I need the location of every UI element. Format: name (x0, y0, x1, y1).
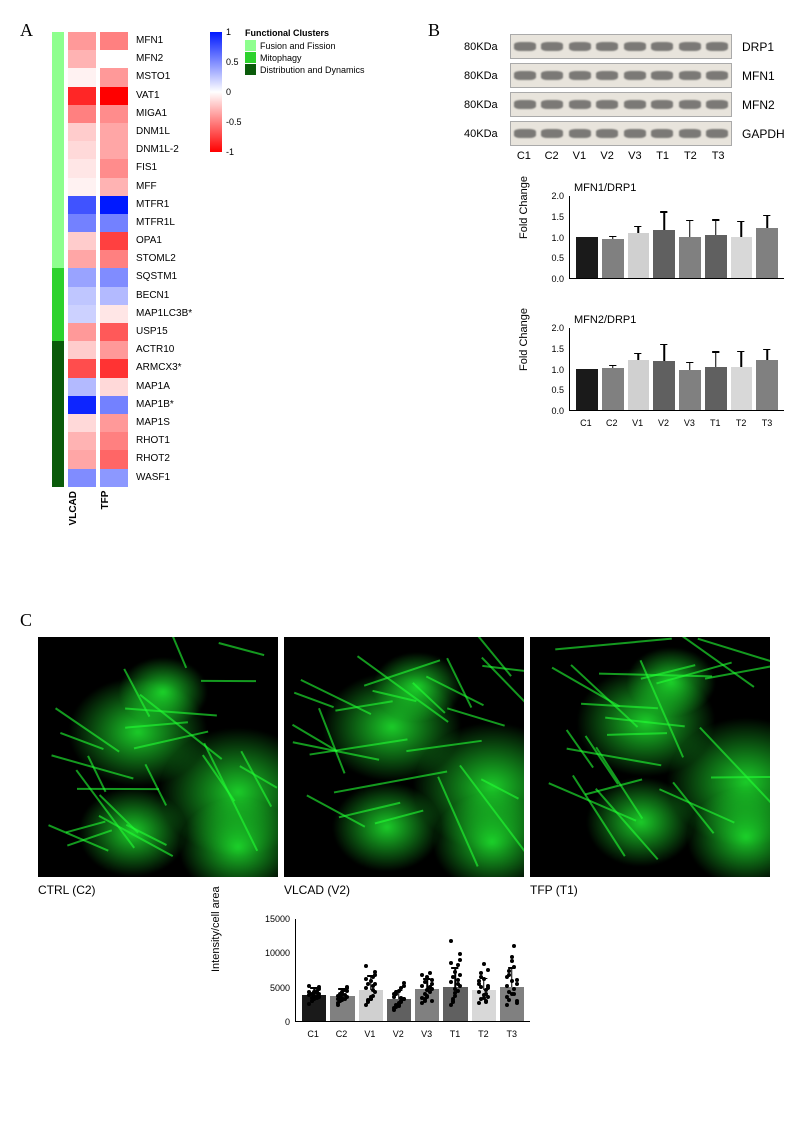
gene-label: MAP1S (136, 414, 192, 432)
blot-row: 80KDaMFN1 (464, 63, 789, 88)
gene-label: FIS1 (136, 159, 192, 177)
bar (731, 237, 753, 278)
bar (679, 237, 701, 278)
heatmap-col-label: TFP (100, 491, 132, 525)
heatmap-col-label: VLCAD (68, 491, 100, 525)
bar (731, 367, 753, 410)
gene-label: STOML2 (136, 250, 192, 268)
intensity-ylabel: Intensity/cell area (210, 886, 222, 972)
legend-item: Distribution and Dynamics (245, 64, 365, 75)
gene-label: BECN1 (136, 287, 192, 305)
cluster-legend-title: Functional Clusters (245, 28, 365, 38)
bar (653, 230, 675, 278)
bar (628, 233, 650, 278)
lane-label: T2 (677, 150, 705, 162)
bar (576, 237, 598, 278)
blot-row: 80KDaDRP1 (464, 34, 789, 59)
gene-label: DNM1L (136, 123, 192, 141)
microscopy-label: CTRL (C2) (38, 883, 278, 897)
gene-label: DNM1L-2 (136, 141, 192, 159)
blot-lane-labels: C1C2V1V2V3T1T2T3 (510, 150, 732, 162)
colorbar-tick: 0.5 (226, 57, 239, 67)
bar (705, 235, 727, 278)
lane-label: C2 (538, 150, 566, 162)
gene-label: MFN1 (136, 32, 192, 50)
microscopy-image (284, 637, 524, 877)
colorbar-tick: -0.5 (226, 117, 242, 127)
gene-label: MTFR1L (136, 214, 192, 232)
gene-label: ACTR10 (136, 341, 192, 359)
gene-label: MTFR1 (136, 196, 192, 214)
gene-label: MAP1B* (136, 396, 192, 414)
bar (576, 369, 598, 410)
bar (756, 228, 778, 278)
y-axis-label: Fold Change (518, 308, 530, 371)
chart-title: MFN1/DRP1 (574, 182, 636, 194)
bar-chart: MFN1/DRP1Fold Change0.00.51.01.52.0 (534, 184, 789, 294)
bar-chart: MFN2/DRP1Fold Change0.00.51.01.52.0C1C2V… (534, 316, 789, 426)
legend-item: Fusion and Fission (245, 40, 365, 51)
gene-label: VAT1 (136, 87, 192, 105)
colorbar-gradient (210, 32, 222, 152)
bar (705, 367, 727, 410)
gene-label: MFN2 (136, 50, 192, 68)
bar (602, 368, 624, 410)
gene-label: USP15 (136, 323, 192, 341)
colorbar-tick: 0 (226, 87, 231, 97)
gene-label: MAP1LC3B* (136, 305, 192, 323)
gene-label: SQSTM1 (136, 268, 192, 286)
gene-label: MSTO1 (136, 68, 192, 86)
bar (756, 360, 778, 410)
gene-label: OPA1 (136, 232, 192, 250)
microscopy-labels: CTRL (C2) VLCAD (V2) TFP (T1) (38, 883, 780, 897)
panel-a: A MFN1MFN2MSTO1VAT1MIGA1DNM1LDNM1L-2FIS1… (20, 20, 420, 41)
gene-label: MIGA1 (136, 105, 192, 123)
microscopy-image (38, 637, 278, 877)
lane-label: V2 (593, 150, 621, 162)
gene-label: RHOT2 (136, 450, 192, 468)
cluster-column (52, 32, 64, 487)
gene-label: RHOT1 (136, 432, 192, 450)
colorbar-tick: -1 (226, 147, 234, 157)
bar (653, 361, 675, 410)
panel-c-label: C (20, 610, 780, 631)
microscopy-label: TFP (T1) (530, 883, 770, 897)
gene-label: WASF1 (136, 469, 192, 487)
panel-c: C CTRL (C2) VLCAD (V2) TFP (T1) Intensity/… (20, 610, 780, 1037)
heatmap: MFN1MFN2MSTO1VAT1MIGA1DNM1LDNM1L-2FIS1MF… (52, 32, 192, 487)
lane-label: T1 (649, 150, 677, 162)
heatmap-colorbar: -1-0.500.51 (210, 32, 222, 152)
gene-label: MFF (136, 178, 192, 196)
lane-label: C1 (510, 150, 538, 162)
blot-row: 80KDaMFN2 (464, 92, 789, 117)
bar (602, 239, 624, 278)
lane-label: V1 (566, 150, 594, 162)
panel-b: B 80KDaDRP180KDaMFN180KDaMFN240KDaGAPDH … (428, 20, 788, 41)
bar (679, 370, 701, 410)
western-blots: 80KDaDRP1 80KDaMFN1 80KDaMFN2 40KDaGAPDH C1… (464, 34, 789, 426)
microscopy-row (38, 637, 780, 877)
lane-label: T3 (704, 150, 732, 162)
y-axis-label: Fold Change (518, 176, 530, 239)
gene-label: ARMCX3* (136, 359, 192, 377)
cluster-legend: Functional Clusters Fusion and FissionMi… (245, 28, 365, 76)
microscopy-label: VLCAD (V2) (284, 883, 524, 897)
chart-title: MFN2/DRP1 (574, 314, 636, 326)
legend-item: Mitophagy (245, 52, 365, 63)
heatmap-column-labels: VLCADTFP (68, 491, 132, 525)
bar (628, 360, 650, 410)
intensity-chart: Intensity/cell area 050001000015000 C1C2… (260, 907, 540, 1037)
colorbar-tick: 1 (226, 27, 231, 37)
lane-label: V3 (621, 150, 649, 162)
microscopy-image (530, 637, 770, 877)
gene-label: MAP1A (136, 378, 192, 396)
blot-row: 40KDaGAPDH (464, 121, 789, 146)
